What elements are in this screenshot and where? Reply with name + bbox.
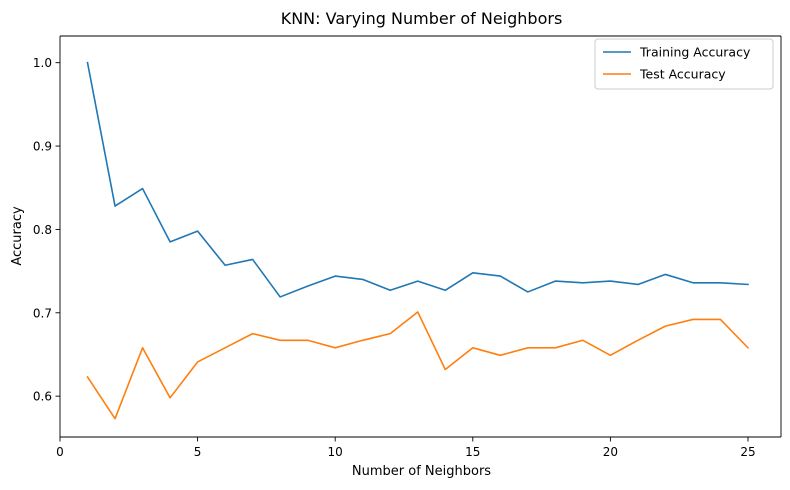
x-tick-label: 0 [56, 445, 64, 459]
legend-label-1: Training Accuracy [639, 45, 751, 60]
x-tick-label: 10 [328, 445, 343, 459]
x-tick-label: 5 [194, 445, 202, 459]
y-tick-label: 0.9 [33, 140, 52, 154]
series-line-1 [86, 61, 749, 298]
x-tick-label: 20 [603, 445, 618, 459]
legend-box [594, 38, 774, 90]
y-tick-label: 0.8 [33, 223, 52, 237]
y-tick-label: 0.6 [33, 390, 52, 404]
y-tick-label: 1.0 [33, 56, 52, 70]
y-tick-label: 0.7 [33, 306, 52, 320]
y-axis-label: Accuracy [10, 206, 25, 266]
x-tick-label: 25 [740, 445, 755, 459]
x-axis-label: Number of Neighbors [352, 464, 491, 479]
legend: Training Accuracy Test Accuracy [594, 38, 774, 90]
legend-label-2: Test Accuracy [639, 67, 726, 82]
chart-title: KNN: Varying Number of Neighbors [281, 9, 563, 28]
x-tick-label: 15 [465, 445, 480, 459]
plot-area: 0 5 10 15 20 25 0.6 0.7 0.8 0.9 1.0 [33, 35, 782, 459]
series-line-2 [86, 311, 750, 420]
